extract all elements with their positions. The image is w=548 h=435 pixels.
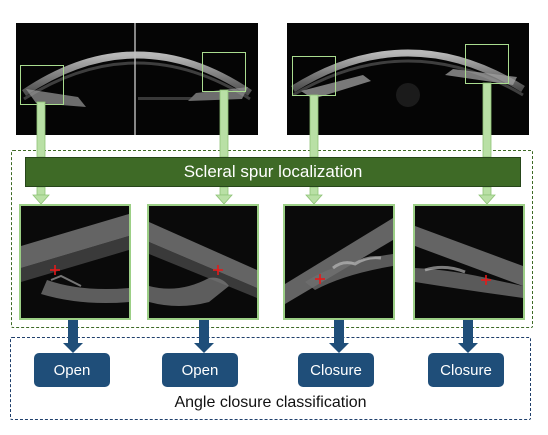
outcome-open-2: Open	[162, 353, 238, 387]
spur-marker-2	[213, 265, 223, 275]
outcome-open-1: Open	[34, 353, 110, 387]
arrow-to-outcome-shaft-4	[463, 320, 473, 343]
scleral-spur-localization-box: Scleral spur localization	[25, 157, 521, 187]
arrow-to-outcome-head-3	[329, 343, 349, 353]
arrow-to-crop-head-1	[32, 194, 50, 205]
angle-crop-3-image	[285, 218, 393, 304]
arrow-to-crop-head-4	[478, 194, 496, 205]
arrow-to-outcome-shaft-1	[68, 320, 78, 343]
outcome-closure-2: Closure	[428, 353, 504, 387]
arrow-to-outcome-head-4	[458, 343, 478, 353]
arrow-to-outcome-shaft-3	[334, 320, 344, 343]
angle-crop-1-image	[21, 214, 129, 303]
scleral-spur-localization-label: Scleral spur localization	[183, 162, 363, 181]
arrow-to-crop-head-3	[305, 194, 323, 205]
outcome-label-3: Closure	[310, 361, 362, 379]
angle-crop-4	[413, 204, 525, 320]
arrow-to-outcome-shaft-2	[199, 320, 209, 343]
oct-scan-right-image	[291, 49, 525, 107]
spur-marker-1	[50, 265, 60, 275]
oct-scan-left	[16, 23, 258, 135]
outcome-label-4: Closure	[440, 361, 492, 379]
angle-crop-3	[283, 204, 395, 320]
angle-crop-4-image	[415, 226, 523, 298]
arrow-to-outcome-head-1	[63, 343, 83, 353]
spur-marker-3	[315, 274, 325, 284]
angle-crop-1	[19, 204, 131, 320]
outcome-closure-1: Closure	[298, 353, 374, 387]
angle-closure-classification-label: Angle closure classification	[174, 394, 367, 411]
localization-frame	[11, 150, 533, 328]
outcome-label-2: Open	[181, 361, 219, 379]
classification-frame	[10, 337, 531, 420]
angle-crop-2	[147, 204, 259, 320]
arrow-to-outcome-head-2	[194, 343, 214, 353]
outcome-label-1: Open	[53, 361, 91, 379]
angle-crop-2-image	[149, 222, 257, 306]
arrow-to-crop-head-2	[215, 194, 233, 205]
spur-marker-4	[481, 275, 491, 285]
